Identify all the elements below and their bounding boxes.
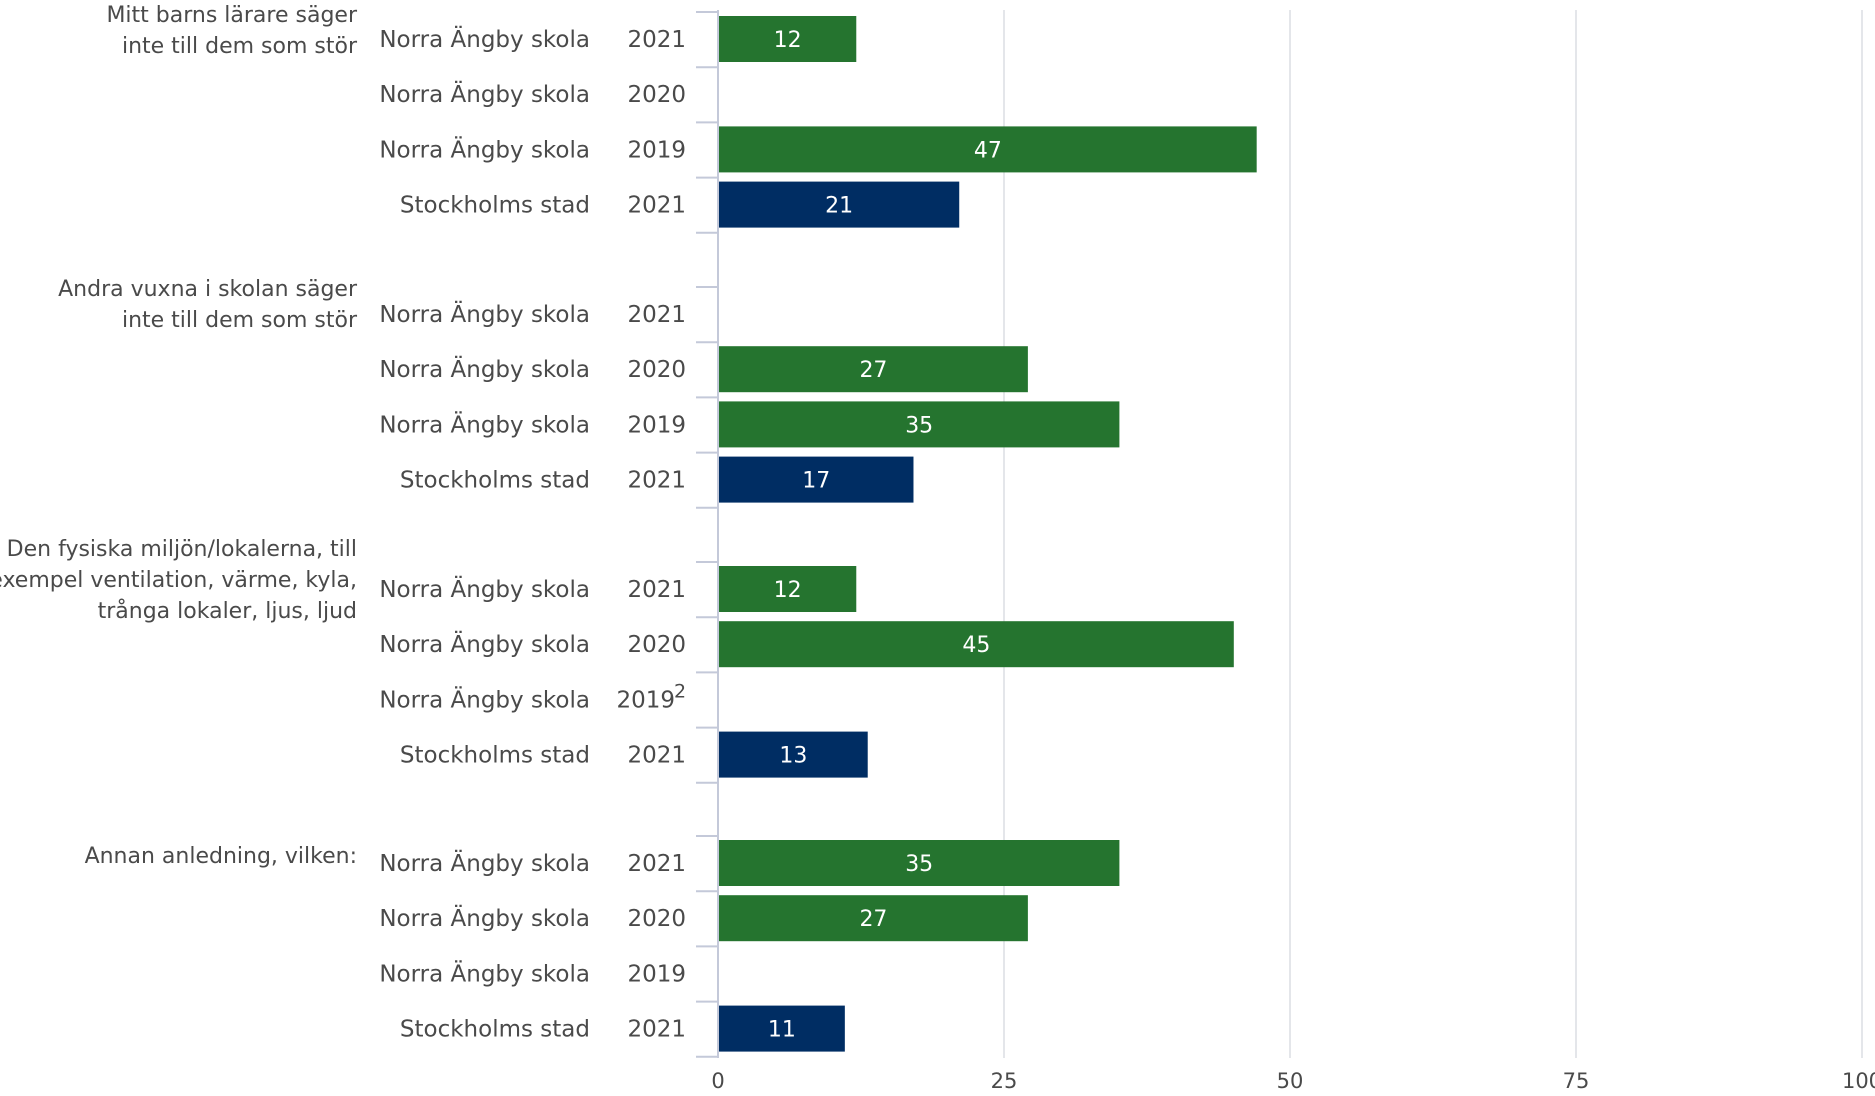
row-year-label: 2019 [616,687,675,713]
bar [719,181,960,228]
row-entity-label: Norra Ängby skola [379,904,590,932]
row-entity-label: Norra Ängby skola [379,355,590,383]
group-label: Den fysiska miljön/lokalerna, till exempe… [0,537,357,624]
group-label: Mitt barns lärare säger inte till dem som… [106,3,357,59]
bar [719,16,857,62]
row-entity-label: Norra Ängby skola [379,80,590,108]
bar [719,840,1120,886]
row-year-label: 2021 [627,302,686,328]
row-year-label: 2020 [627,357,686,383]
row-entity-label: Stockholms stad [400,193,590,219]
bar [719,1005,845,1052]
row-year-label: 2021 [627,1017,686,1043]
bar [719,126,1257,173]
bar-value-label: 27 [859,907,887,932]
bar-value-label: 21 [825,194,853,219]
bar-value-label: 11 [768,1018,796,1043]
row-year-label: 2019 [627,961,686,987]
row-year-label: 2021 [627,468,686,494]
row-year-label: 2021 [627,193,686,219]
row-year-label: 2019 [627,412,686,438]
row-entity-label: Norra Ängby skola [379,849,590,877]
bar [719,731,868,778]
bar [719,621,1234,668]
row-entity-label: Norra Ängby skola [379,410,590,438]
group-label: Annan anledning, vilken: [85,844,357,869]
bar-value-label: 17 [802,469,830,494]
x-tick-label: 0 [711,1069,724,1093]
row-year-label: 2020 [627,82,686,108]
bar-value-label: 35 [905,413,933,438]
x-tick-label: 25 [991,1069,1018,1093]
bar-value-label: 12 [774,578,802,603]
bar-value-label: 13 [779,744,807,769]
row-year-label: 2021 [627,851,686,877]
row-year-label: 2019 [627,137,686,163]
bar [719,456,914,503]
row-year-label: 2021 [627,577,686,603]
x-tick-label: 100 [1842,1069,1875,1093]
x-tick-label: 50 [1277,1069,1304,1093]
group-label: Andra vuxna i skolan säger inte till dem … [58,277,358,333]
row-year-label: 2021 [627,743,686,769]
bar [719,566,857,612]
bar [719,346,1028,393]
bar [719,401,1120,448]
row-entity-label: Norra Ängby skola [379,25,590,53]
row-entity-label: Stockholms stad [400,1017,590,1043]
row-entity-label: Stockholms stad [400,743,590,769]
x-tick-label: 75 [1563,1069,1590,1093]
bar-value-label: 45 [962,633,990,658]
row-footnote: 2 [674,680,686,702]
bar-value-label: 35 [905,852,933,877]
row-year-label: 2020 [627,632,686,658]
row-year-label: 2020 [627,906,686,932]
row-entity-label: Norra Ängby skola [379,135,590,163]
bar-value-label: 12 [774,28,802,53]
row-entity-label: Norra Ängby skola [379,685,590,713]
row-entity-label: Norra Ängby skola [379,630,590,658]
bar [719,895,1028,942]
row-year-label: 2021 [627,27,686,53]
row-entity-label: Norra Ängby skola [379,300,590,328]
row-entity-label: Stockholms stad [400,468,590,494]
bar-value-label: 27 [859,358,887,383]
bar-value-label: 47 [974,138,1002,163]
row-entity-label: Norra Ängby skola [379,959,590,987]
row-entity-label: Norra Ängby skola [379,575,590,603]
